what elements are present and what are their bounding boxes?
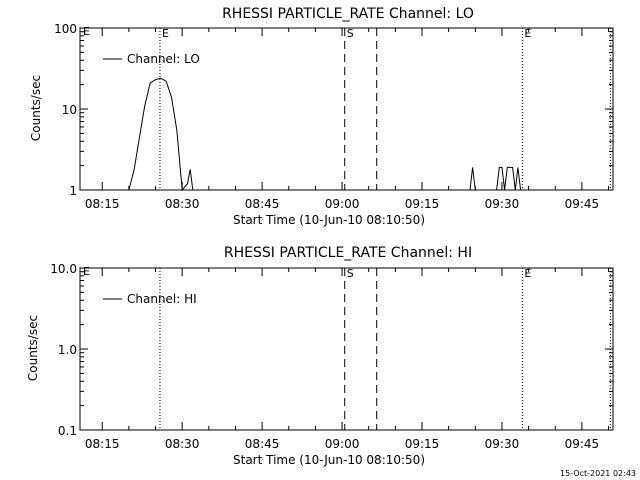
edge-label: E: [83, 265, 90, 278]
x-tick-label: 09:45: [565, 197, 600, 211]
y-axis-label: Counts/sec: [29, 75, 43, 141]
x-tick-label: 09:15: [405, 437, 440, 451]
chart-panel-hi: RHESSI PARTICLE_RATE Channel: HI Start T…: [26, 245, 614, 467]
y-tick-label: 100: [54, 22, 77, 36]
marker-label: S: [347, 267, 354, 280]
edge-label: E: [83, 25, 90, 38]
x-tick-label: 08:15: [85, 197, 120, 211]
marker-label: E: [524, 27, 531, 40]
marker-label: E: [162, 27, 169, 40]
y-tick-label: 1: [69, 184, 77, 198]
series-line: [128, 77, 194, 192]
chart-panel-lo: RHESSI PARTICLE_RATE Channel: LO Start T…: [29, 6, 614, 227]
y-tick-label: 1.0: [58, 343, 77, 357]
timestamp-footer: 15-Oct-2021 02:43: [560, 469, 636, 478]
chart-title: RHESSI PARTICLE_RATE Channel: LO: [222, 6, 474, 22]
x-tick-label: 08:15: [85, 437, 120, 451]
x-tick-label: 09:30: [485, 437, 520, 451]
y-tick-label: 10.0: [50, 262, 77, 276]
x-tick-label: 08:45: [245, 437, 280, 451]
legend-entry: Channel: LO: [127, 52, 200, 66]
y-tick-label: 10: [62, 103, 77, 117]
marker-label: E: [524, 267, 531, 280]
series-line: [469, 166, 522, 191]
legend-entry: Channel: HI: [127, 292, 197, 306]
x-tick-label: 09:30: [485, 197, 520, 211]
x-tick-label: 08:30: [165, 437, 200, 451]
x-tick-label: 08:30: [165, 197, 200, 211]
y-tick-label: 0.1: [58, 424, 77, 438]
x-tick-label: 08:45: [245, 197, 280, 211]
x-axis-label: Start Time (10-Jun-10 08:10:50): [233, 453, 425, 467]
x-axis-label: Start Time (10-Jun-10 08:10:50): [233, 213, 425, 227]
y-axis-label: Counts/sec: [26, 315, 40, 381]
x-tick-label: 09:45: [565, 437, 600, 451]
x-tick-label: 09:15: [405, 197, 440, 211]
marker-label: S: [347, 27, 354, 40]
chart-title: RHESSI PARTICLE_RATE Channel: HI: [224, 245, 472, 261]
x-tick-label: 09:00: [325, 197, 360, 211]
x-tick-label: 09:00: [325, 437, 360, 451]
